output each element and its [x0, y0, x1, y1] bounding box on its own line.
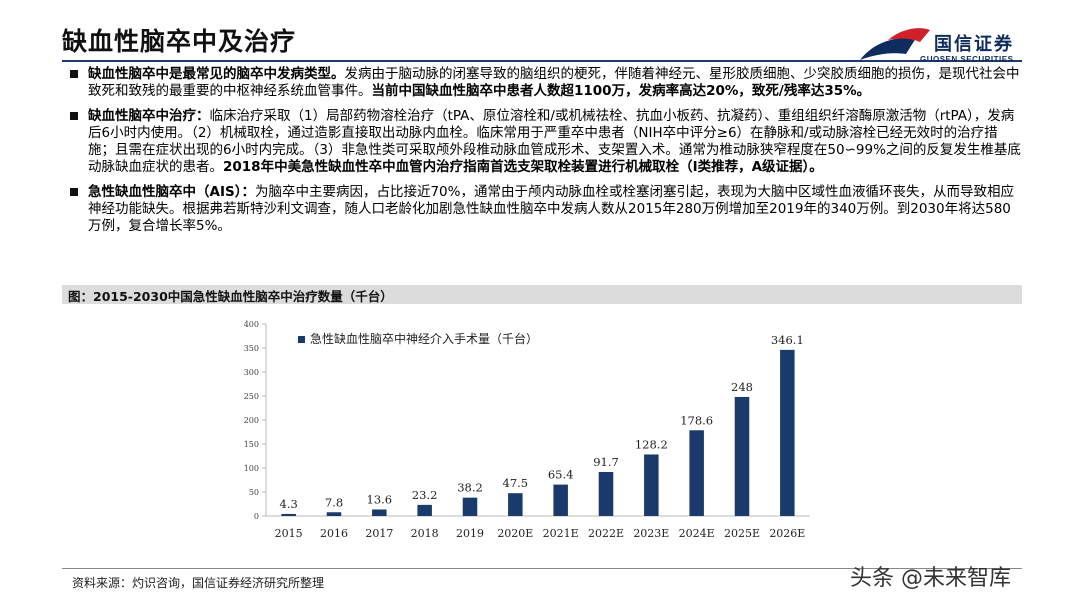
bar-value-label: 23.2	[412, 488, 438, 502]
x-tick-label: 2018	[411, 527, 439, 540]
y-tick-label: 250	[244, 392, 259, 401]
x-tick-label: 2021E	[543, 527, 579, 540]
x-tick-label: 2017	[365, 527, 393, 540]
bullet-body: 为脑卒中主要病因，占比接近70%，通常由于颅内动脉血栓或栓塞闭塞引起，表现为大脑…	[88, 184, 1014, 234]
bullet-body: 临床治疗采取（1）局部药物溶栓治疗（tPA、原位溶栓和/或机械祛栓、抗血小板药、…	[88, 108, 1021, 175]
y-tick-label: 150	[244, 440, 259, 449]
bar	[734, 396, 750, 516]
bar	[598, 471, 614, 516]
figure-caption-bar: 图：2015-2030中国急性缺血性脑卒中治疗数量（千台）	[62, 285, 1022, 304]
title-divider	[62, 60, 1022, 62]
bullet-square-icon	[70, 70, 78, 78]
x-tick-label: 2019	[456, 527, 484, 540]
y-tick-label: 200	[244, 416, 259, 425]
logo	[860, 28, 930, 60]
bar	[508, 493, 523, 516]
bar-value-label: 4.3	[280, 497, 298, 511]
bar-chart: 0 50 100 150 200 250 300 350 400 4.3 2015 7.8 2016 13…	[244, 320, 810, 540]
bullet-highlight: 当前中国缺血性脑卒中患者人数超1100万，发病率高达20%，致死/残率达35%。	[371, 83, 871, 99]
x-tick-label: 2015	[275, 527, 303, 540]
bar	[689, 430, 704, 516]
bar	[462, 497, 478, 516]
logo-mark-blue	[860, 37, 916, 60]
y-tick-label: 300	[244, 368, 259, 377]
bullet-item: 缺血性脑卒中是最常见的脑卒中发病类型。发病由于脑动脉的闭塞导致的脑组织的梗死，伴…	[62, 66, 1022, 100]
bar-value-label: 248	[731, 380, 753, 394]
bullet-heading: 急性缺血性脑卒中（AIS）：	[88, 184, 255, 200]
bar-value-label: 91.7	[593, 455, 619, 469]
source-note: 资料来源：灼识咨询，国信证券经济研究所整理	[72, 576, 325, 590]
bullet-item: 缺血性脑卒中治疗：临床治疗采取（1）局部药物溶栓治疗（tPA、原位溶栓和/或机械…	[62, 108, 1022, 176]
source-divider	[62, 568, 1022, 569]
x-tick-label: 2023E	[633, 527, 669, 540]
bullet-body: 发病由于脑动脉的闭塞导致的脑组织的梗死，伴随着神经元、星形胶质细胞、少突胶质细胞…	[88, 66, 1020, 99]
figure-caption: 图：2015-2030中国急性缺血性脑卒中治疗数量（千台）	[68, 289, 393, 304]
bullet-highlight: 2018年中美急性缺血性卒中血管内治疗指南首选支架取栓装置进行机械取栓（I类推荐…	[223, 159, 823, 175]
bullet-heading: 缺血性脑卒中治疗：	[88, 108, 210, 124]
bullet-square-icon	[70, 112, 78, 120]
bar-value-label: 178.6	[680, 413, 713, 427]
bar-value-label: 38.2	[457, 481, 483, 495]
x-tick-label: 2024E	[679, 527, 715, 540]
x-tick-label: 2016	[320, 527, 348, 540]
logo-subtext: GUOSEN SECURITIES	[920, 55, 1014, 64]
x-tick-label: 2025E	[724, 527, 760, 540]
logo-mark-red	[888, 28, 930, 42]
page-title: 缺血性脑卒中及治疗	[62, 27, 297, 56]
bar-value-label: 65.4	[548, 468, 574, 482]
bullet-item: 急性缺血性脑卒中（AIS）：为脑卒中主要病因，占比接近70%，通常由于颅内动脉血…	[62, 184, 1022, 235]
bullet-list: 缺血性脑卒中是最常见的脑卒中发病类型。发病由于脑动脉的闭塞导致的脑组织的梗死，伴…	[62, 66, 1022, 243]
bar-value-label: 128.2	[635, 437, 668, 451]
bar	[644, 454, 659, 516]
y-tick-label: 0	[254, 512, 259, 521]
bar	[553, 484, 568, 516]
bar-value-label: 13.6	[367, 492, 393, 506]
bar-value-label: 7.8	[325, 495, 343, 509]
x-tick-label: 2026E	[769, 527, 805, 540]
bar-value-label: 346.1	[771, 333, 804, 347]
x-tick-label: 2020E	[497, 527, 533, 540]
bar	[417, 504, 432, 516]
bar	[780, 349, 795, 516]
legend-swatch	[298, 336, 305, 343]
bar	[281, 513, 296, 516]
bullet-heading: 缺血性脑卒中是最常见的脑卒中发病类型。	[88, 66, 345, 82]
bullet-square-icon	[70, 188, 78, 196]
bar	[372, 509, 387, 516]
y-tick-label: 400	[244, 320, 259, 329]
x-tick-label: 2022E	[588, 527, 624, 540]
bar	[326, 512, 342, 516]
y-tick-label: 100	[244, 464, 259, 473]
legend-label: 急性缺血性脑卒中神经介入手术量（千台）	[310, 331, 538, 346]
y-tick-label: 50	[249, 488, 259, 497]
watermark: 头条 @未来智库	[850, 566, 1011, 591]
y-tick-label: 350	[244, 344, 259, 353]
logo-text: 国信证券	[934, 34, 1014, 55]
bar-value-label: 47.5	[503, 476, 529, 490]
